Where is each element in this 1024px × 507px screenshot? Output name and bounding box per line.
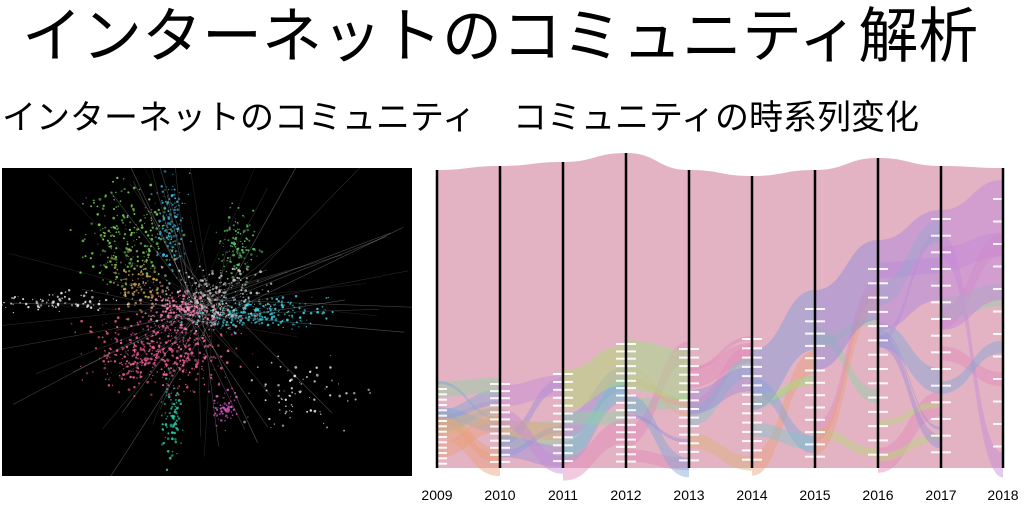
year-label-2011: 2011 xyxy=(548,487,578,503)
year-label-2010: 2010 xyxy=(484,487,515,503)
network-nodes xyxy=(2,170,372,472)
year-label-2017: 2017 xyxy=(925,487,956,503)
year-label-2014: 2014 xyxy=(736,487,767,503)
year-label-2013: 2013 xyxy=(673,487,704,503)
year-label-2018: 2018 xyxy=(987,487,1018,503)
page-title: インターネットのコミュニティ解析 xyxy=(22,2,979,72)
network-graph-canvas xyxy=(2,168,412,476)
alluvial-chart: 2009 2010 2011 2012 2013 2014 2015 2016 2017 2018 xyxy=(421,150,1024,503)
network-graph-image xyxy=(2,168,412,476)
year-label-2009: 2009 xyxy=(421,487,452,503)
community-flows xyxy=(437,180,1003,481)
timeseries-heading: コミュニティの時系列変化 xyxy=(513,98,919,138)
alluvial-chart-canvas: 2009 2010 2011 2012 2013 2014 2015 2016 2017 2018 xyxy=(421,153,1019,503)
year-label-2016: 2016 xyxy=(862,487,893,503)
year-label-2015: 2015 xyxy=(799,487,830,503)
year-labels: 2009 2010 2011 2012 2013 2014 2015 2016 2017 2018 xyxy=(421,487,1018,503)
network-heading: インターネットのコミュニティ xyxy=(2,98,476,138)
year-axes xyxy=(435,153,1005,468)
year-label-2012: 2012 xyxy=(610,487,641,503)
